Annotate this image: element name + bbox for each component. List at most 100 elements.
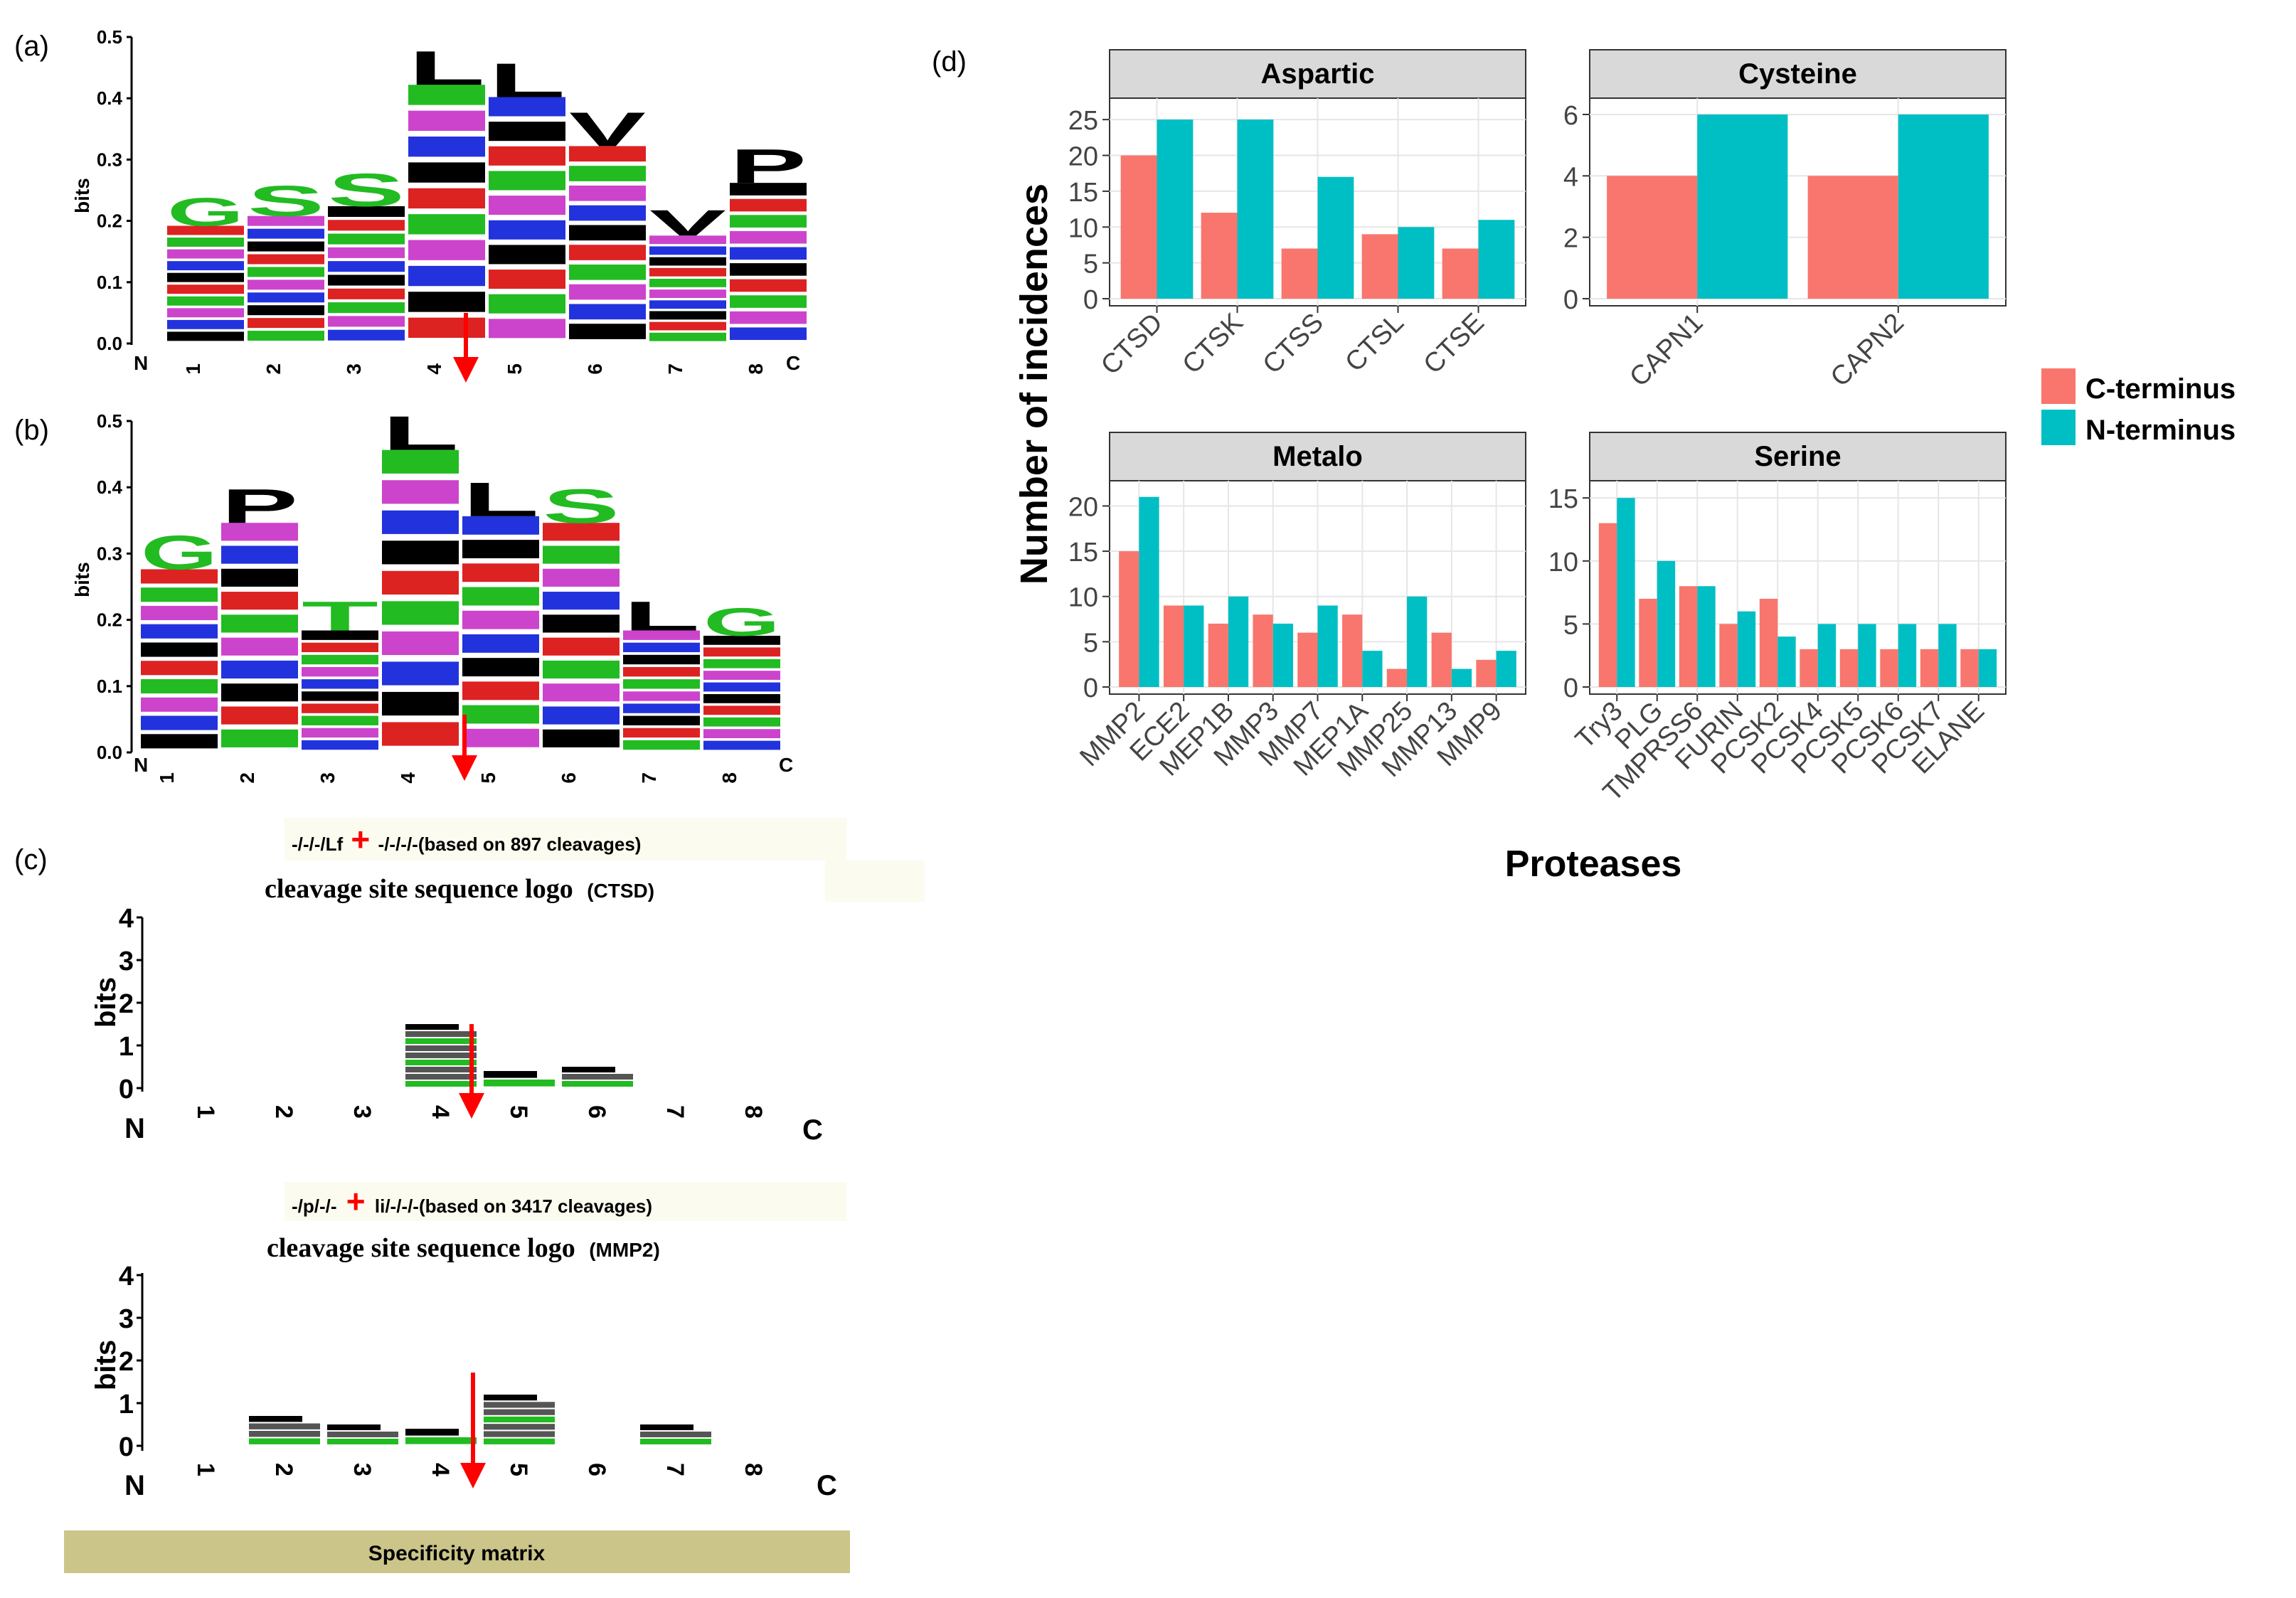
ctsd-residue-slab <box>484 1071 537 1078</box>
y-tick-label: 10 <box>1068 213 1098 243</box>
y-tick-label: 4 <box>1563 162 1578 192</box>
bar-c-terminus-ece2 <box>1163 605 1184 687</box>
ctsd-ytick-label: 1 <box>119 1032 134 1062</box>
bar-c-terminus-ctss <box>1281 248 1318 299</box>
logoA-residue-slab <box>167 308 244 318</box>
logoA-residue-slab <box>328 316 405 327</box>
bar-n-terminus-mep1b <box>1228 596 1249 687</box>
mmp2-ylabel: bits <box>90 1340 122 1390</box>
logoA-top-residue: L <box>489 53 565 107</box>
logoB-residue-slab <box>141 624 218 639</box>
mmp2-residue-slab <box>484 1424 555 1430</box>
logoA-residue-slab <box>649 235 726 245</box>
ctsd-ytick-label: 2 <box>119 989 134 1019</box>
y-tick-label: 5 <box>1083 250 1098 279</box>
logoA-position-label: 7 <box>664 363 686 375</box>
logoB-top-residue: P <box>221 479 298 533</box>
logoB-residue-slab <box>703 682 780 692</box>
ctsd-residue-slab <box>562 1081 633 1087</box>
ctsd-position-label: 7 <box>661 1105 689 1119</box>
logoA-residue-slab <box>649 321 726 331</box>
x-tick-label: CTSS <box>1257 308 1329 380</box>
logoA-residue-slab <box>489 270 565 289</box>
chart-ylabel: Number of incidences <box>1013 183 1056 585</box>
logoB-residue-slab <box>221 683 298 702</box>
bar-c-terminus-furin <box>1719 624 1738 687</box>
logoA-residue-slab <box>248 215 324 226</box>
logoA-residue-slab <box>167 249 244 259</box>
bar-c-terminus-mmp7 <box>1297 632 1318 687</box>
logoB-residue-slab <box>543 568 620 587</box>
logoA-residue-slab <box>248 254 324 265</box>
logoB-residue-slab <box>141 605 218 621</box>
mmp2-ytick-label: 4 <box>119 1262 134 1291</box>
logoB-residue-slab <box>302 740 378 750</box>
logoA-position-label: 6 <box>584 363 606 375</box>
logoB-column-5: L <box>462 472 539 747</box>
mmp2-column-7 <box>640 1424 711 1444</box>
ctsd-residue-slab <box>405 1038 477 1044</box>
logoA-residue-slab <box>328 261 405 272</box>
logoA-top-residue: V <box>649 202 726 243</box>
y-tick-label: 6 <box>1563 101 1578 131</box>
logoA-residue-slab <box>408 162 485 183</box>
logoA-residue-slab <box>649 300 726 309</box>
logoB-residue-slab <box>382 601 459 625</box>
y-tick-label: 2 <box>1563 224 1578 254</box>
bar-n-terminus-mmp25 <box>1407 596 1428 687</box>
logoA-column-5: L <box>489 53 565 339</box>
mmp2-residue-slab <box>249 1431 320 1437</box>
logoB-residue-slab <box>623 679 700 689</box>
bar-c-terminus-plg <box>1639 598 1657 687</box>
logoB-residue-slab <box>543 660 620 679</box>
bar-n-terminus-capn2 <box>1898 114 1989 299</box>
logoB-residue-slab <box>382 510 459 534</box>
y-tick-label: 25 <box>1068 106 1098 136</box>
logoB-residue-slab <box>382 540 459 565</box>
mmp2-ytick-label: 0 <box>119 1432 134 1462</box>
logoA-top-residue: S <box>328 164 405 216</box>
logoA-residue-slab <box>730 263 807 276</box>
facet-cysteine: Cysteine 0 2 4 6 CAPN1 CAPN2 <box>1563 49 2007 393</box>
logoB-residue-slab <box>302 642 378 653</box>
legend-swatch-n-terminus <box>2041 410 2076 445</box>
bar-n-terminus-ctsd <box>1157 119 1194 299</box>
logoA-ytick-label: 0.1 <box>97 272 122 293</box>
ctsd-residue-slab <box>405 1074 477 1080</box>
logoA-residue-slab <box>167 296 244 306</box>
logoB-column-6: S <box>543 479 620 747</box>
logoA-column-4: L <box>408 41 485 338</box>
mmp2-residue-slab <box>405 1437 477 1444</box>
logoB-ytick-label: 0.4 <box>97 476 123 498</box>
logoA-residue-slab <box>649 267 726 277</box>
facet-metalo: Metalo05101520MMP2ECE2MEP1BMMP3MMP7MEP1A… <box>1068 432 1526 783</box>
ctsd-column-6 <box>562 1067 633 1087</box>
logoA-residue-slab <box>167 319 244 329</box>
logo-a-ylabel: bits <box>71 178 93 213</box>
x-tick-label: CTSL <box>1339 308 1409 378</box>
ctsd-ytick-label: 3 <box>119 947 134 976</box>
logoA-residue-slab <box>569 284 646 300</box>
logoA-residue-slab <box>328 302 405 314</box>
facet-aspartic: Aspartic 0 5 10 15 20 25 CTSD CTSK CTSS CTSL CTSE <box>1068 49 1526 381</box>
logoA-residue-slab <box>730 198 807 212</box>
bar-c-terminus-capn2 <box>1807 176 1898 299</box>
logoB-residue-slab <box>462 563 539 582</box>
bar-n-terminus-pcsk6 <box>1898 624 1917 687</box>
logo-b-n-label: N <box>134 754 148 776</box>
logoB-residue-slab <box>703 705 780 715</box>
logoA-residue-slab <box>328 275 405 286</box>
logoA-residue-slab <box>248 241 324 252</box>
logoA-residue-slab <box>167 272 244 282</box>
logoB-ytick-label: 0.3 <box>97 543 122 564</box>
logoB-residue-slab <box>623 715 700 725</box>
bar-c-terminus-tmprss6 <box>1679 586 1698 687</box>
logoA-residue-slab <box>167 284 244 294</box>
logoA-residue-slab <box>489 294 565 314</box>
bar-c-terminus-pcsk6 <box>1880 649 1898 687</box>
logoB-position-label: 7 <box>638 772 660 784</box>
logoB-residue-slab <box>703 635 780 645</box>
logo-b-ylabel: bits <box>71 562 93 597</box>
svg-text:-/-/-/Lf + -/-/-/-: -/-/-/Lf + -/-/-/-(based on 897 cleavage… <box>292 821 641 858</box>
